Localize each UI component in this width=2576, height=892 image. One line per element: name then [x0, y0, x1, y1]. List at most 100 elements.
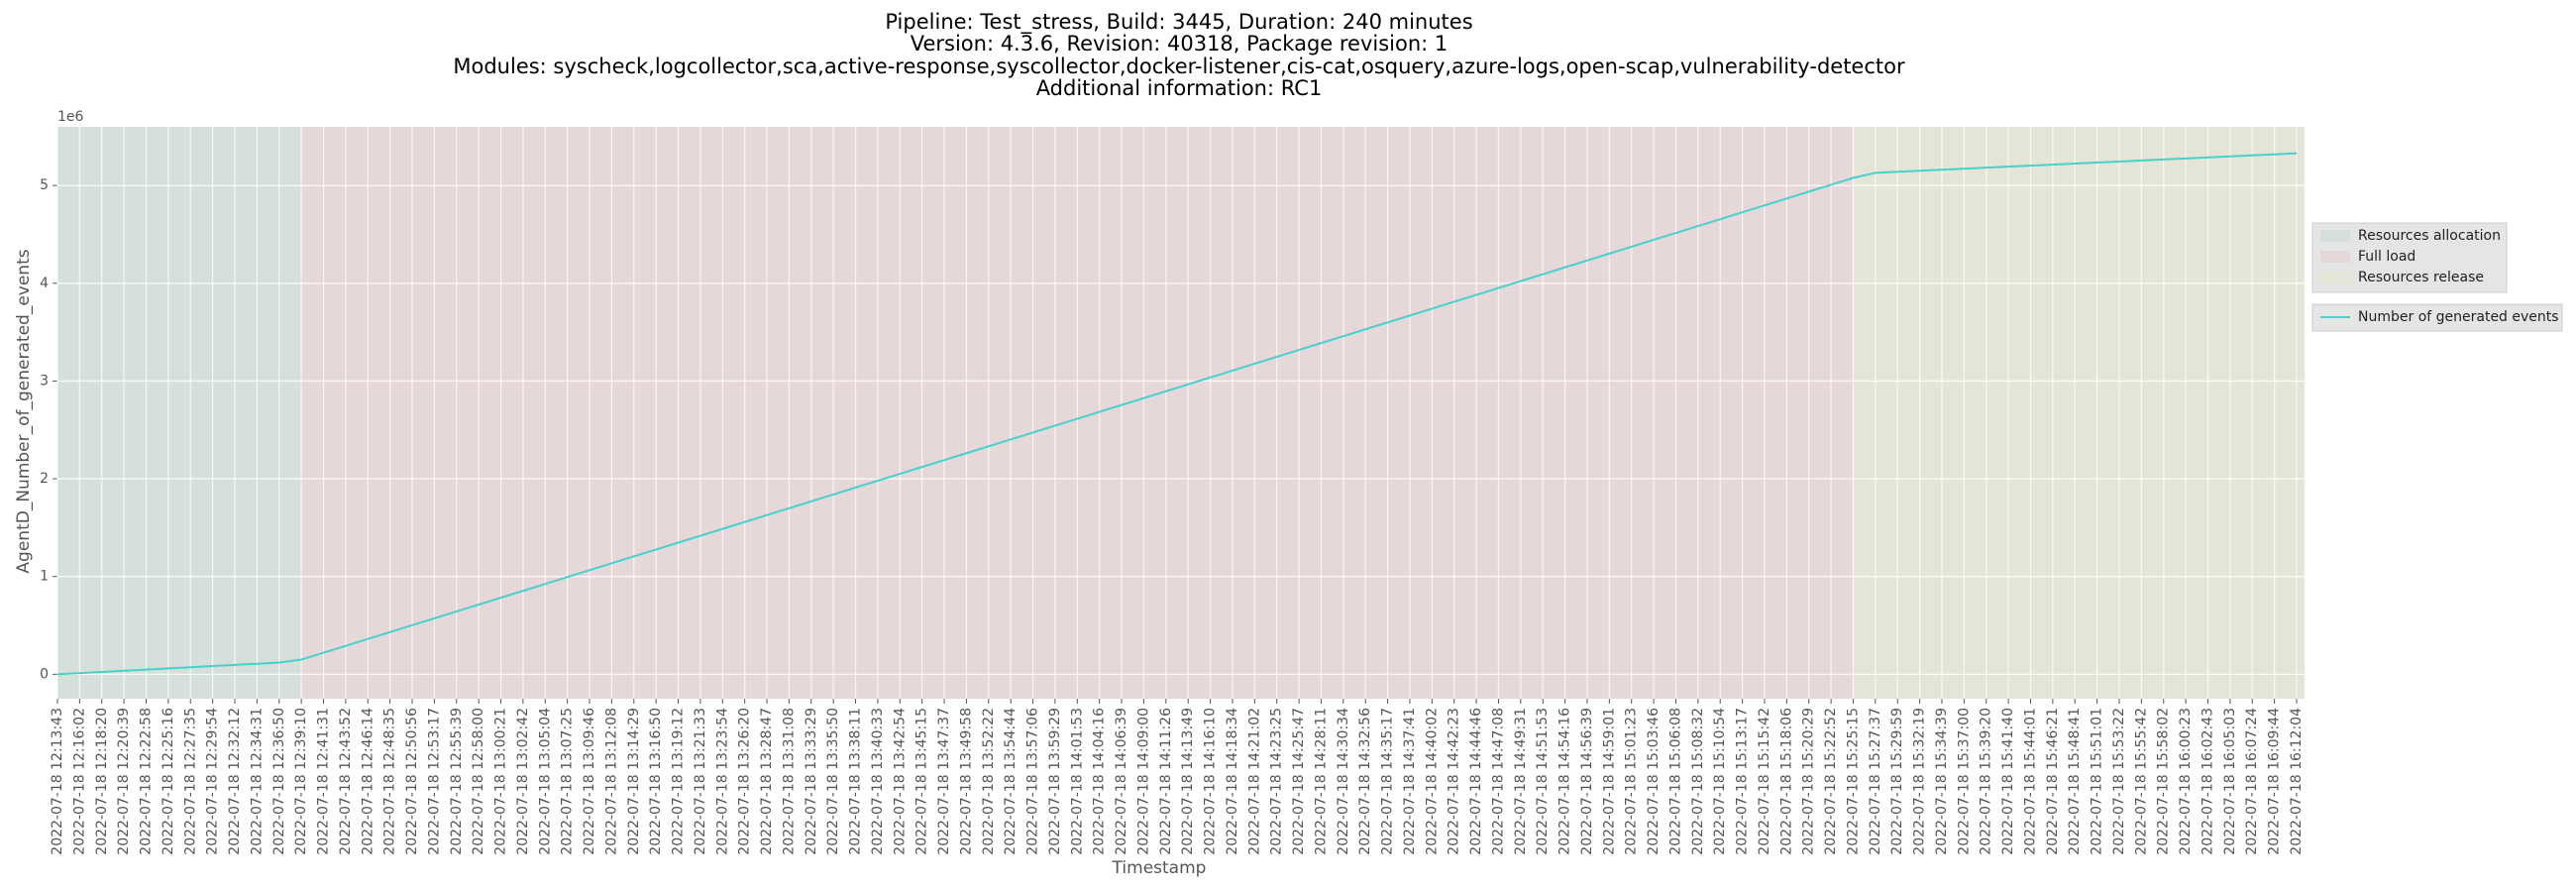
x-tick-label: 2022-07-18 15:48:41	[2067, 708, 2083, 855]
x-tick-label: 2022-07-18 14:49:31	[1513, 708, 1529, 855]
x-tick-label: 2022-07-18 15:20:29	[1801, 708, 1817, 855]
x-tick-label: 2022-07-18 13:28:47	[759, 708, 775, 855]
x-tick-label: 2022-07-18 15:10:54	[1712, 708, 1728, 855]
x-tick-label: 2022-07-18 15:08:32	[1690, 708, 1706, 855]
x-tick-label: 2022-07-18 12:39:10	[293, 708, 309, 855]
x-tick-label: 2022-07-18 16:02:43	[2200, 708, 2215, 855]
x-tick-label: 2022-07-18 14:30:34	[1336, 708, 1351, 855]
x-tick-label: 2022-07-18 15:25:15	[1845, 708, 1861, 855]
x-tick-label: 2022-07-18 14:04:16	[1092, 708, 1108, 855]
x-tick-label: 2022-07-18 14:23:25	[1269, 708, 1285, 855]
x-tick-label: 2022-07-18 13:21:33	[693, 708, 708, 855]
x-tick-label: 2022-07-18 15:37:00	[1956, 708, 1972, 855]
x-tick-label: 2022-07-18 14:51:53	[1535, 708, 1551, 855]
x-tick-label: 2022-07-18 12:25:16	[161, 708, 176, 855]
x-tick-label: 2022-07-18 15:39:20	[1979, 708, 1994, 855]
x-tick-label: 2022-07-18 14:37:41	[1402, 708, 1418, 855]
x-tick-label: 2022-07-18 12:43:52	[338, 708, 354, 855]
x-axis-label: Timestamp	[1112, 858, 1207, 878]
x-tick-label: 2022-07-18 14:16:10	[1203, 708, 1219, 855]
x-tick-label: 2022-07-18 12:50:56	[404, 708, 420, 855]
x-tick-label: 2022-07-18 12:18:20	[94, 708, 110, 855]
x-tick-label: 2022-07-18 13:38:11	[848, 708, 864, 855]
x-tick-label: 2022-07-18 12:53:17	[426, 708, 442, 855]
region	[57, 127, 302, 699]
x-tick-label: 2022-07-18 15:44:01	[2022, 708, 2038, 855]
x-tick-label: 2022-07-18 14:28:11	[1313, 708, 1329, 855]
x-tick-label: 2022-07-18 13:02:42	[515, 708, 531, 855]
x-tick-label: 2022-07-18 12:34:31	[249, 708, 265, 855]
x-tick-label: 2022-07-18 13:23:54	[714, 708, 730, 855]
x-tick-label: 2022-07-18 15:01:23	[1624, 708, 1640, 855]
x-tick-label: 2022-07-18 13:42:54	[892, 708, 908, 855]
x-tick-label: 2022-07-18 14:56:39	[1579, 708, 1595, 855]
x-tick-label: 2022-07-18 15:53:22	[2111, 708, 2127, 855]
x-tick-label: 2022-07-18 15:41:40	[2000, 708, 2016, 855]
x-tick-label: 2022-07-18 15:55:42	[2133, 708, 2149, 855]
y-tick-label: 3	[40, 373, 49, 389]
x-tick-label: 2022-07-18 12:48:35	[382, 708, 398, 855]
x-tick-label: 2022-07-18 14:21:02	[1246, 708, 1262, 855]
x-tick-label: 2022-07-18 14:06:39	[1114, 708, 1129, 855]
x-tick-label: 2022-07-18 14:11:26	[1158, 708, 1174, 855]
legend-label: Resources allocation	[2358, 228, 2501, 244]
x-tick-label: 2022-07-18 12:29:54	[205, 708, 221, 855]
x-tick-label: 2022-07-18 12:16:02	[71, 708, 87, 855]
x-tick-label: 2022-07-18 12:22:58	[139, 708, 155, 855]
x-tick-label: 2022-07-18 13:35:50	[825, 708, 841, 855]
x-tick-label: 2022-07-18 15:34:39	[1934, 708, 1950, 855]
x-tick-label: 2022-07-18 12:27:35	[182, 708, 198, 855]
x-tick-label: 2022-07-18 14:32:56	[1357, 708, 1373, 855]
x-tick-label: 2022-07-18 14:54:16	[1557, 708, 1573, 855]
region	[1853, 127, 2305, 699]
x-tick-label: 2022-07-18 13:26:20	[737, 708, 753, 855]
x-tick-label: 2022-07-18 14:35:17	[1380, 708, 1396, 855]
legend-box	[2311, 303, 2563, 332]
y-axis-label: AgentD_Number_of_generated_events	[14, 249, 34, 573]
x-tick-label: 2022-07-18 12:32:12	[227, 708, 243, 855]
x-tick-label: 2022-07-18 15:13:17	[1735, 708, 1751, 855]
y-offset-label: 1e6	[57, 109, 84, 125]
y-tick-label: 5	[40, 177, 49, 193]
y-tick-label: 4	[40, 276, 49, 291]
x-tick-label: 2022-07-18 14:40:02	[1424, 708, 1440, 855]
x-tick-label: 2022-07-18 13:16:50	[648, 708, 664, 855]
x-tick-label: 2022-07-18 16:09:44	[2267, 708, 2283, 855]
line	[56, 152, 2298, 676]
chart-title: Pipeline: Test_stress, Build: 3445, Dura…	[885, 10, 1472, 35]
x-tick-label: 2022-07-18 12:58:00	[471, 708, 486, 855]
x-tick-label: 2022-07-18 13:59:29	[1047, 708, 1063, 855]
x-tick-label: 2022-07-18 13:52:22	[981, 708, 997, 855]
legend-swatch	[2320, 272, 2350, 283]
x-tick-label: 2022-07-18 15:22:52	[1823, 708, 1839, 855]
x-tick-label: 2022-07-18 15:51:01	[2090, 708, 2105, 855]
x-tick-label: 2022-07-18 14:13:49	[1180, 708, 1196, 855]
x-tick-label: 2022-07-18 15:29:59	[1889, 708, 1905, 855]
x-tick-label: 2022-07-18 15:18:06	[1778, 708, 1794, 855]
legend-label: Full load	[2358, 249, 2415, 265]
x-tick-label: 2022-07-18 12:36:50	[271, 708, 287, 855]
x-tick-label: 2022-07-18 13:14:29	[626, 708, 642, 855]
x-tick-label: 2022-07-18 12:20:39	[116, 708, 132, 855]
x-tick-label: 2022-07-18 14:25:47	[1291, 708, 1307, 855]
x-tick-label: 2022-07-18 15:58:02	[2156, 708, 2172, 855]
x-tick-label: 2022-07-18 16:00:23	[2178, 708, 2194, 855]
x-tick-label: 2022-07-18 13:05:04	[537, 708, 553, 855]
x-tick-label: 2022-07-18 15:03:46	[1646, 708, 1662, 855]
legend-swatch	[2320, 251, 2350, 263]
x-tick-label: 2022-07-18 12:55:39	[449, 708, 465, 855]
x-tick-label: 2022-07-18 14:42:23	[1447, 708, 1462, 855]
x-tick-label: 2022-07-18 13:00:21	[493, 708, 509, 855]
x-tick-label: 2022-07-18 13:49:58	[958, 708, 974, 855]
x-tick-label: 2022-07-18 12:46:14	[360, 708, 376, 855]
legend-label: Number of generated events	[2358, 309, 2559, 325]
x-tick-label: 2022-07-18 13:45:15	[914, 708, 930, 855]
y-tick-label: 2	[40, 471, 49, 487]
x-tick-label: 2022-07-18 13:57:06	[1025, 708, 1041, 855]
x-tick-label: 2022-07-18 12:41:31	[316, 708, 332, 855]
x-tick-label: 2022-07-18 13:54:44	[1003, 708, 1019, 855]
chart-title: Additional information: RC1	[1036, 76, 1323, 100]
x-tick-label: 2022-07-18 13:09:46	[582, 708, 597, 855]
legend-label: Resources release	[2358, 270, 2484, 285]
x-tick-label: 2022-07-18 13:33:29	[804, 708, 819, 855]
